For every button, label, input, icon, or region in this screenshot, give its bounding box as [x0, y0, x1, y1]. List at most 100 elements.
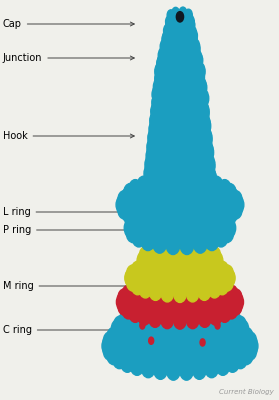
Ellipse shape	[164, 43, 196, 50]
Circle shape	[161, 310, 174, 329]
Circle shape	[149, 282, 162, 300]
Circle shape	[131, 277, 144, 295]
Circle shape	[167, 302, 180, 321]
Circle shape	[150, 110, 164, 131]
Circle shape	[164, 58, 177, 77]
Circle shape	[168, 127, 183, 148]
Circle shape	[191, 264, 205, 283]
Circle shape	[187, 70, 200, 89]
Circle shape	[155, 69, 168, 88]
Circle shape	[196, 113, 210, 134]
Circle shape	[121, 320, 134, 339]
Circle shape	[193, 233, 207, 253]
Ellipse shape	[150, 161, 210, 168]
Ellipse shape	[168, 23, 192, 30]
Circle shape	[162, 166, 180, 192]
Circle shape	[161, 52, 173, 70]
Circle shape	[160, 223, 173, 241]
Circle shape	[148, 171, 166, 197]
Circle shape	[187, 223, 200, 241]
Circle shape	[190, 70, 203, 89]
Circle shape	[203, 304, 216, 323]
Circle shape	[186, 254, 199, 272]
Circle shape	[166, 151, 184, 176]
Circle shape	[166, 235, 180, 254]
Circle shape	[220, 213, 234, 233]
Ellipse shape	[155, 113, 205, 120]
Circle shape	[145, 153, 162, 177]
Circle shape	[186, 22, 194, 35]
Circle shape	[180, 176, 194, 195]
Circle shape	[179, 50, 191, 66]
Circle shape	[180, 341, 193, 359]
Circle shape	[210, 251, 223, 270]
Circle shape	[154, 313, 167, 332]
Circle shape	[199, 176, 217, 202]
Circle shape	[198, 282, 211, 300]
Circle shape	[239, 327, 253, 347]
Circle shape	[155, 107, 169, 127]
Circle shape	[180, 237, 193, 256]
Circle shape	[176, 97, 191, 118]
Circle shape	[188, 124, 204, 146]
Circle shape	[140, 322, 145, 329]
Circle shape	[125, 269, 138, 287]
Circle shape	[118, 312, 131, 331]
Circle shape	[179, 25, 188, 38]
Circle shape	[165, 50, 179, 69]
Circle shape	[187, 204, 200, 222]
Circle shape	[168, 34, 177, 48]
Circle shape	[185, 33, 195, 47]
Circle shape	[186, 81, 200, 100]
Circle shape	[182, 100, 196, 119]
Circle shape	[154, 167, 171, 192]
Circle shape	[152, 84, 167, 104]
Circle shape	[177, 106, 192, 128]
Circle shape	[210, 199, 223, 217]
Circle shape	[188, 130, 203, 152]
Circle shape	[187, 31, 197, 46]
Circle shape	[197, 127, 212, 149]
Circle shape	[183, 127, 199, 150]
Circle shape	[164, 82, 177, 102]
Circle shape	[176, 41, 189, 58]
Circle shape	[161, 254, 174, 272]
Circle shape	[207, 256, 221, 275]
Ellipse shape	[131, 211, 229, 245]
Circle shape	[195, 136, 211, 159]
Circle shape	[215, 214, 227, 232]
Circle shape	[174, 311, 186, 329]
Circle shape	[193, 146, 210, 170]
Circle shape	[130, 356, 144, 375]
Circle shape	[201, 242, 214, 261]
Circle shape	[171, 116, 186, 137]
Circle shape	[194, 214, 207, 233]
Circle shape	[169, 19, 177, 30]
Circle shape	[124, 192, 136, 210]
Circle shape	[134, 307, 147, 325]
Circle shape	[192, 340, 205, 358]
Circle shape	[155, 61, 169, 82]
Circle shape	[148, 221, 161, 239]
Ellipse shape	[165, 226, 195, 235]
Circle shape	[137, 176, 150, 194]
Circle shape	[234, 316, 246, 334]
Circle shape	[220, 223, 234, 243]
Circle shape	[234, 323, 247, 343]
Circle shape	[163, 107, 177, 128]
Circle shape	[158, 75, 171, 94]
Circle shape	[141, 314, 155, 334]
Circle shape	[186, 168, 203, 192]
Circle shape	[180, 92, 194, 112]
Circle shape	[213, 307, 226, 325]
Circle shape	[155, 303, 168, 322]
Circle shape	[153, 100, 167, 119]
Circle shape	[121, 353, 134, 372]
Circle shape	[141, 179, 154, 198]
Ellipse shape	[160, 71, 200, 78]
Circle shape	[185, 12, 193, 23]
Ellipse shape	[151, 156, 209, 163]
Text: Junction: Junction	[3, 53, 134, 63]
Circle shape	[137, 199, 150, 217]
Ellipse shape	[144, 246, 216, 275]
